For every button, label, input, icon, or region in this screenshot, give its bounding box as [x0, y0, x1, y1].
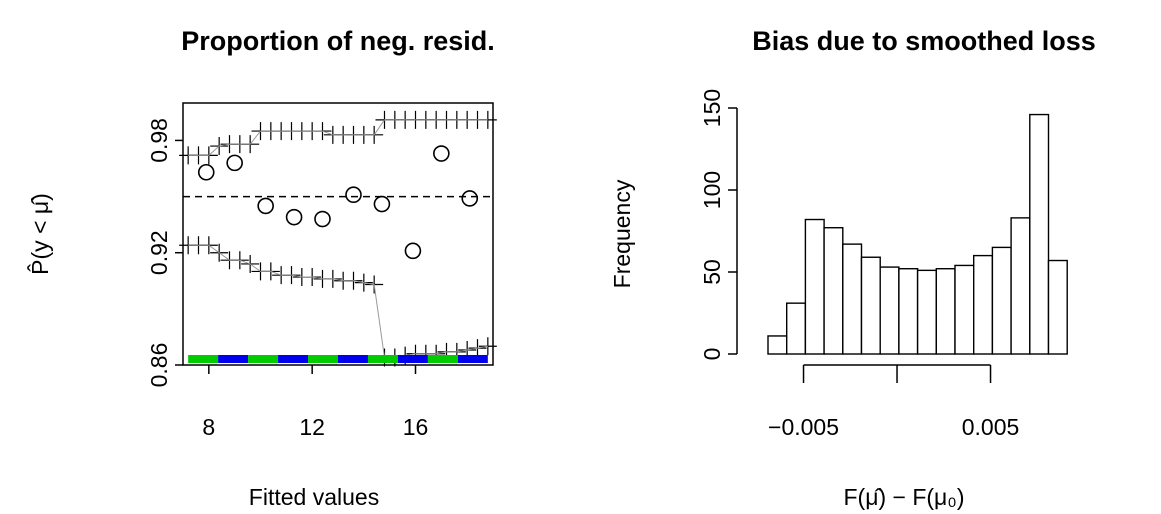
rug-segment	[188, 355, 219, 363]
chart-title-left: Proportion of neg. resid.	[181, 26, 495, 56]
x-tick-label-right: −0.005	[768, 414, 839, 440]
histogram-bar	[842, 243, 863, 355]
x-tick-label-left: 8	[202, 414, 215, 440]
x-tick-label-left: 12	[299, 414, 325, 440]
histogram-bar	[1010, 217, 1031, 355]
x-axis-left: 8 12 16	[202, 365, 428, 440]
y-tick-label-left: 0.86	[146, 343, 172, 388]
data-point	[257, 197, 274, 215]
y-tick-label-right: 150	[699, 89, 725, 127]
y-axis-left: 0.86 0.92 0.98	[146, 118, 183, 387]
histogram-bar	[898, 268, 919, 355]
x-axis-label-right: F(μ̂) − F(μ₀)	[844, 484, 965, 510]
data-point	[197, 163, 215, 181]
rug-segment	[397, 355, 428, 363]
histogram-bar	[935, 268, 956, 355]
y-tick-label-left: 0.98	[146, 118, 172, 163]
rug-segment	[218, 355, 249, 363]
histogram-bar	[954, 264, 975, 355]
rug-segment	[367, 355, 398, 363]
rug-segment	[308, 355, 338, 363]
data-point	[404, 242, 422, 260]
histogram-bar	[860, 256, 881, 355]
rug-segment	[248, 355, 279, 363]
plot-frame-left	[182, 102, 494, 366]
histogram-bar	[916, 269, 937, 355]
histogram-bar	[879, 266, 900, 355]
data-point	[314, 210, 331, 228]
panel-bias-histogram: Bias due to smoothed loss 0 50 100 150 −0.0…	[609, 26, 1096, 510]
x-tick-label-right: 0.005	[962, 414, 1020, 440]
y-tick-label-right: 100	[699, 171, 725, 209]
histogram-bar	[804, 218, 825, 355]
data-point	[433, 145, 450, 162]
panel-proportion-neg-resid: Proportion of neg. resid. 0.86 0.92 0.98 8…	[26, 26, 497, 510]
histogram-bar	[973, 254, 994, 355]
y-tick-label-left: 0.92	[146, 230, 172, 275]
upper-band-marker-line	[188, 119, 488, 156]
data-point	[285, 208, 303, 226]
y-axis-label-left: P̂(y < μ̂)	[26, 193, 53, 275]
histogram-bar	[1047, 259, 1068, 355]
histogram-bar	[823, 227, 844, 355]
histogram-bar	[767, 335, 788, 355]
data-point	[345, 186, 362, 203]
lower-band-group	[179, 236, 497, 367]
histogram-bar	[1029, 113, 1050, 355]
data-point	[461, 190, 479, 207]
histogram-bar	[991, 246, 1012, 355]
rug-segment	[457, 355, 488, 363]
y-axis-label-right: Frequency	[609, 179, 635, 288]
y-tick-label-right: 50	[699, 259, 725, 285]
rug-group	[188, 355, 488, 363]
x-tick-label-left: 16	[403, 414, 429, 440]
rug-segment	[338, 355, 368, 363]
x-axis-label-left: Fitted values	[249, 484, 379, 510]
chart-title-right: Bias due to smoothed loss	[752, 26, 1096, 56]
x-axis-right: −0.005 0.005	[768, 364, 1020, 440]
rug-segment	[278, 355, 309, 363]
lower-band-marker-line	[188, 244, 488, 359]
data-point	[373, 195, 391, 213]
rug-segment	[427, 355, 458, 363]
histogram-bar	[786, 302, 807, 355]
y-axis-right: 0 50 100 150	[699, 89, 738, 361]
upper-band-group	[179, 110, 497, 165]
y-tick-label-right: 0	[699, 348, 725, 361]
data-point	[226, 154, 243, 172]
points-group	[197, 145, 479, 260]
histogram-bars	[767, 113, 1068, 355]
